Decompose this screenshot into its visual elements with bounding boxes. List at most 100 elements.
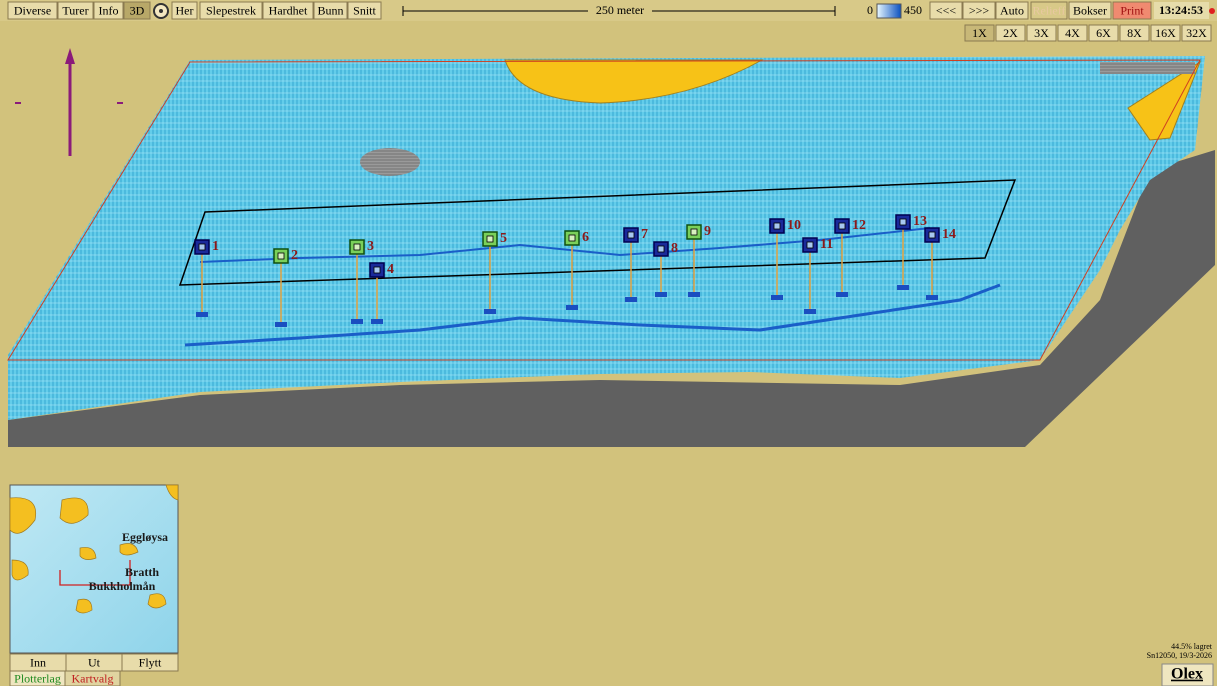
marker-label: 5: [500, 231, 507, 246]
scale-label: 250 meter: [596, 3, 644, 17]
north-arrow-head: [65, 48, 75, 64]
marker-center[interactable]: [198, 243, 206, 251]
button-label[interactable]: Plotterlag: [14, 671, 61, 685]
marker-center[interactable]: [277, 252, 285, 260]
land: [1127, 60, 1202, 141]
depth-min: 0: [867, 3, 873, 17]
marker-label: 8: [671, 241, 678, 256]
seabed-trench: [184, 283, 1001, 347]
button[interactable]: [1112, 1, 1152, 20]
marker-shadow: [771, 295, 783, 300]
marker-label: 7: [641, 227, 648, 242]
button-label[interactable]: Slepestrek: [206, 3, 256, 17]
scale-label-bg: [588, 3, 652, 19]
button-label[interactable]: 3D: [130, 3, 145, 17]
marker-label: 3: [367, 239, 374, 254]
button-label[interactable]: >>>: [969, 3, 990, 17]
button-label[interactable]: Auto: [1000, 3, 1024, 17]
marker-center[interactable]: [928, 231, 936, 239]
marker-center[interactable]: [657, 245, 665, 253]
view-dial-center[interactable]: [159, 9, 163, 13]
map-label: Bratth: [125, 565, 159, 579]
marker-label: 12: [852, 218, 866, 233]
marker-center[interactable]: [690, 228, 698, 236]
button-label[interactable]: Diverse: [14, 3, 51, 17]
marker-center[interactable]: [486, 235, 494, 243]
marker-shadow: [804, 309, 816, 314]
button-label[interactable]: Info: [99, 3, 119, 17]
button-label[interactable]: Relieff: [1032, 3, 1065, 17]
button[interactable]: [1150, 24, 1181, 42]
button[interactable]: [995, 1, 1029, 20]
button[interactable]: [1057, 24, 1088, 42]
marker-shadow: [196, 312, 208, 317]
clock-bg: [1154, 2, 1209, 19]
minimap-view: [59, 560, 131, 586]
button-label[interactable]: Bokser: [1073, 3, 1107, 17]
button-label[interactable]: 4X: [1065, 26, 1080, 40]
button-label[interactable]: 16X: [1155, 26, 1176, 40]
button-label[interactable]: 3X: [1034, 26, 1049, 40]
marker-shadow: [897, 285, 909, 290]
button[interactable]: [199, 1, 263, 20]
button-label[interactable]: <<<: [936, 3, 957, 17]
button[interactable]: [313, 1, 348, 20]
button-label[interactable]: Hardhet: [269, 3, 308, 17]
button-label[interactable]: Kartvalg: [72, 671, 114, 685]
button-label[interactable]: Turer: [62, 3, 88, 17]
marker-center[interactable]: [838, 222, 846, 230]
button-label[interactable]: 2X: [1003, 26, 1018, 40]
button[interactable]: [123, 1, 151, 20]
marker-center[interactable]: [373, 266, 381, 274]
marker-center[interactable]: [899, 218, 907, 226]
marker-label: 9: [704, 224, 711, 239]
button-label[interactable]: Ut: [88, 655, 101, 669]
marker-center[interactable]: [568, 234, 576, 242]
minimap[interactable]: [9, 484, 179, 654]
button[interactable]: [1088, 24, 1119, 42]
button[interactable]: [171, 1, 198, 20]
marker-shadow: [655, 292, 667, 297]
marker-center[interactable]: [773, 222, 781, 230]
rock-area: [1100, 62, 1195, 74]
marker-center[interactable]: [627, 231, 635, 239]
marker-center[interactable]: [806, 241, 814, 249]
button[interactable]: [93, 1, 124, 20]
marker-label: 2: [291, 248, 298, 263]
button[interactable]: [347, 1, 382, 20]
button[interactable]: [929, 1, 963, 20]
button-label[interactable]: 6X: [1096, 26, 1111, 40]
button-label[interactable]: 32X: [1186, 26, 1207, 40]
button-label[interactable]: Inn: [30, 655, 46, 669]
button-label[interactable]: Snitt: [353, 3, 376, 17]
button[interactable]: [262, 1, 314, 20]
marker-shadow: [351, 319, 363, 324]
serial: Sn12050, 19/3-2026: [1147, 651, 1212, 660]
button-label[interactable]: 1X: [972, 26, 987, 40]
button-label[interactable]: Bunn: [317, 3, 343, 17]
button[interactable]: [995, 24, 1026, 42]
button-label[interactable]: Print: [1120, 3, 1144, 17]
button-label[interactable]: Her: [176, 3, 194, 17]
marker-shadow: [371, 319, 383, 324]
marker-center[interactable]: [353, 243, 361, 251]
button[interactable]: [962, 1, 996, 20]
button[interactable]: [57, 1, 94, 20]
clock: 13:24:53: [1159, 3, 1203, 17]
button[interactable]: [1026, 24, 1057, 42]
marker-shadow: [625, 297, 637, 302]
button[interactable]: [1119, 24, 1150, 42]
button[interactable]: [7, 1, 58, 20]
button[interactable]: [964, 24, 995, 42]
button-label[interactable]: Flytt: [139, 655, 162, 669]
marker-label: 6: [582, 230, 589, 245]
marker-label: 13: [913, 214, 927, 229]
button[interactable]: [121, 653, 179, 672]
button[interactable]: [1181, 24, 1212, 42]
button[interactable]: [1030, 1, 1068, 20]
marker-label: 10: [787, 218, 801, 233]
button[interactable]: [1068, 1, 1112, 20]
button-label[interactable]: 8X: [1127, 26, 1142, 40]
